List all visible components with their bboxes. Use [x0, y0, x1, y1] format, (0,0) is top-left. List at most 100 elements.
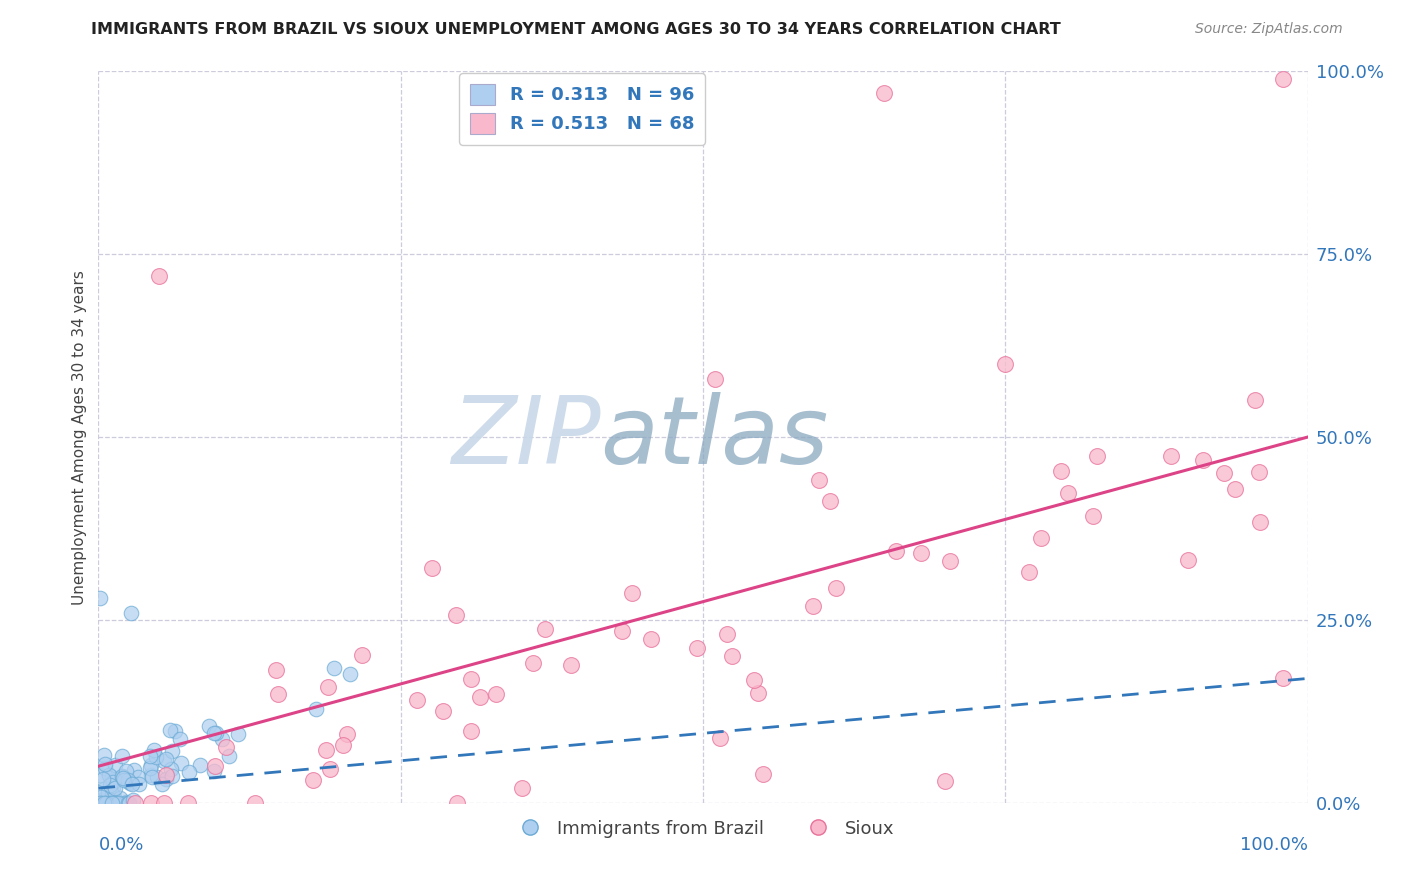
Point [127, 770, 149, 784]
Point [226, 727, 249, 741]
Point [98, 778, 121, 792]
Point [89, 796, 111, 810]
Point [266, 687, 288, 701]
Point [205, 726, 228, 740]
Point [96, 796, 118, 810]
Point [938, 553, 960, 567]
Point [97, 787, 120, 801]
Point [1177, 553, 1199, 567]
Point [105, 795, 128, 809]
Point [145, 770, 167, 784]
Point [103, 772, 125, 787]
Point [1272, 672, 1295, 686]
Point [100, 779, 122, 793]
Point [111, 749, 134, 764]
Point [704, 371, 727, 385]
Point [1243, 393, 1265, 408]
Point [89, 767, 111, 781]
Point [460, 672, 482, 686]
Text: ZIP: ZIP [450, 392, 600, 483]
Point [89, 796, 111, 810]
Point [1160, 450, 1182, 464]
Point [160, 769, 183, 783]
Point [315, 743, 337, 757]
Point [301, 773, 323, 788]
Point [152, 754, 174, 768]
Point [97, 768, 120, 782]
Point [120, 776, 142, 790]
Point [128, 777, 150, 791]
Point [709, 731, 731, 746]
Point [117, 796, 139, 810]
Point [198, 718, 221, 732]
Point [485, 687, 508, 701]
Point [801, 599, 824, 613]
Point [1223, 483, 1246, 497]
Point [90, 796, 112, 810]
Point [1272, 71, 1295, 86]
Point [101, 787, 124, 801]
Point [420, 561, 443, 575]
Point [110, 791, 132, 805]
Point [155, 768, 177, 782]
Point [101, 775, 124, 789]
Point [104, 795, 127, 809]
Point [934, 773, 956, 788]
Point [107, 796, 129, 810]
Point [336, 727, 359, 741]
Point [444, 608, 467, 623]
Point [114, 796, 136, 810]
Point [339, 667, 361, 681]
Point [93, 748, 115, 763]
Point [153, 796, 176, 810]
Point [142, 743, 165, 757]
Point [93, 796, 115, 810]
Point [1081, 508, 1104, 523]
Point [120, 606, 142, 620]
Point [747, 686, 769, 700]
Point [686, 641, 709, 656]
Point [176, 796, 198, 810]
Point [97, 785, 120, 799]
Point [820, 493, 842, 508]
Point [117, 774, 139, 789]
Point [432, 704, 454, 718]
Point [104, 796, 127, 810]
Point [1018, 565, 1040, 579]
Point [994, 357, 1017, 371]
Point [117, 772, 139, 787]
Y-axis label: Unemployment Among Ages 30 to 34 years: Unemployment Among Ages 30 to 34 years [72, 269, 87, 605]
Point [884, 544, 907, 558]
Point [100, 770, 122, 784]
Point [621, 586, 644, 600]
Point [100, 793, 122, 807]
Text: 100.0%: 100.0% [1240, 836, 1308, 854]
Point [101, 796, 124, 810]
Point [1249, 465, 1271, 479]
Point [93, 782, 115, 797]
Point [94, 796, 117, 810]
Point [160, 744, 183, 758]
Point [752, 766, 775, 780]
Point [323, 660, 346, 674]
Point [145, 750, 167, 764]
Point [103, 758, 125, 772]
Point [218, 748, 240, 763]
Point [139, 768, 162, 782]
Point [103, 780, 125, 795]
Point [122, 763, 145, 777]
Text: atlas: atlas [600, 392, 828, 483]
Point [1085, 449, 1108, 463]
Point [533, 622, 555, 636]
Point [721, 648, 744, 663]
Point [169, 732, 191, 747]
Point [204, 758, 226, 772]
Point [98, 796, 121, 810]
Point [159, 723, 181, 738]
Point [101, 794, 124, 808]
Point [446, 796, 468, 810]
Point [179, 765, 201, 780]
Point [115, 796, 138, 810]
Point [121, 792, 143, 806]
Point [188, 757, 211, 772]
